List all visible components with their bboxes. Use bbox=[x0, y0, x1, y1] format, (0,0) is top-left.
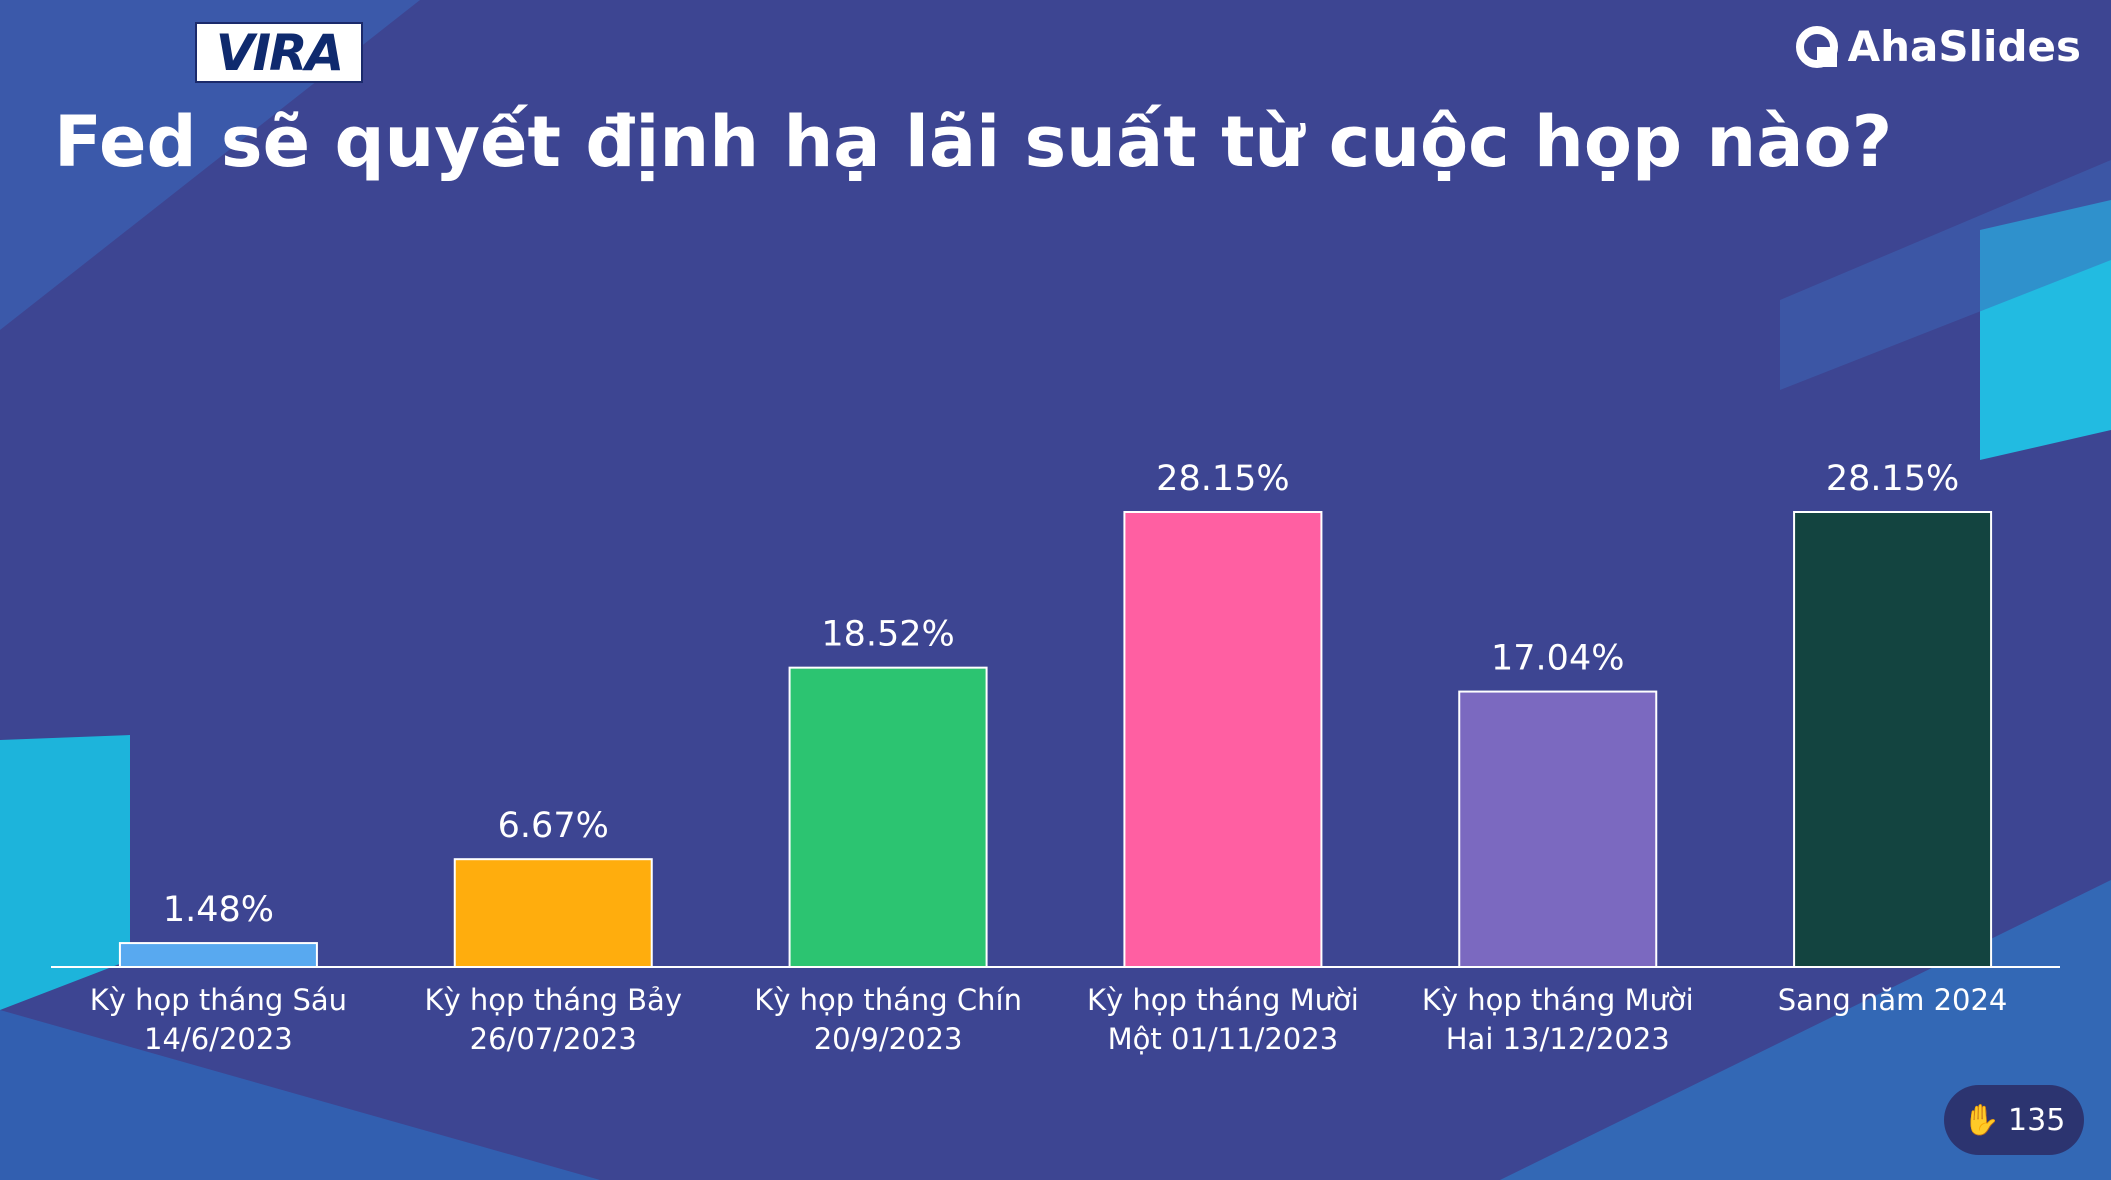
bar bbox=[1123, 511, 1323, 968]
value-label: 17.04% bbox=[1491, 639, 1624, 679]
x-tick-label: Sang năm 2024 bbox=[1777, 983, 2008, 1017]
response-count: 135 bbox=[2008, 1102, 2066, 1138]
brand-icon bbox=[1795, 25, 1838, 68]
bar bbox=[788, 666, 988, 968]
value-label: 28.15% bbox=[1826, 459, 1959, 499]
x-tick-label: Kỳ họp tháng Mười Hai 13/12/2023 bbox=[1421, 983, 1694, 1056]
bar bbox=[1793, 511, 1993, 968]
response-count-badge: ✋ 135 bbox=[1944, 1085, 2084, 1155]
bar bbox=[1458, 690, 1658, 968]
hand-icon: ✋ bbox=[1962, 1102, 2001, 1138]
x-tick-label: Kỳ họp tháng Sáu 14/6/2023 bbox=[89, 983, 348, 1056]
x-tick-label: Kỳ họp tháng Mười Một 01/11/2023 bbox=[1086, 983, 1359, 1056]
brand: AhaSlides bbox=[1794, 22, 2081, 71]
bar bbox=[453, 858, 653, 969]
brand-name: AhaSlides bbox=[1847, 22, 2081, 71]
x-tick-label: Kỳ họp tháng Chín 20/9/2023 bbox=[754, 983, 1022, 1056]
bar bbox=[118, 942, 318, 968]
value-label: 18.52% bbox=[821, 615, 954, 655]
value-label: 6.67% bbox=[498, 806, 609, 846]
x-tick-label: Kỳ họp tháng Bảy 26/07/2023 bbox=[424, 983, 682, 1056]
chart-title: Fed sẽ quyết định hạ lãi suất từ cuộc họ… bbox=[54, 101, 1892, 183]
value-label: 28.15% bbox=[1156, 459, 1289, 499]
logo: VIRA bbox=[195, 22, 363, 83]
value-label: 1.48% bbox=[163, 890, 274, 930]
